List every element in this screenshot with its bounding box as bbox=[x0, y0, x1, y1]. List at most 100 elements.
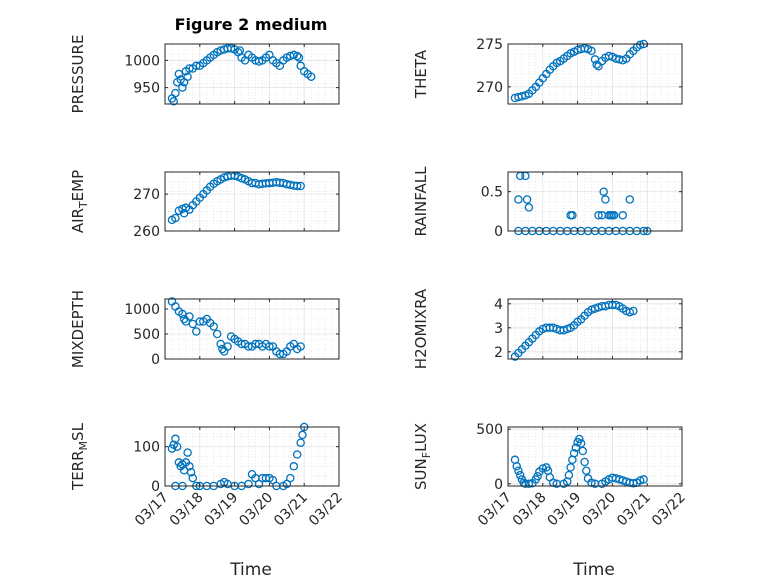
y-tick-label: 2 bbox=[494, 345, 503, 361]
data-point bbox=[286, 473, 295, 483]
data-point bbox=[292, 51, 302, 61]
subplot-air: 260 270 AIRTEMP bbox=[69, 170, 340, 240]
x-tick-label: 03/22 bbox=[649, 490, 689, 530]
data-point bbox=[625, 195, 635, 204]
data-point bbox=[524, 479, 534, 489]
y-axis-label: THETA bbox=[412, 49, 430, 99]
data-point bbox=[171, 88, 180, 98]
data-point bbox=[185, 462, 194, 471]
y-tick-label: 1000 bbox=[124, 53, 160, 69]
data-point bbox=[576, 439, 586, 448]
data-point bbox=[209, 322, 218, 331]
data-point bbox=[244, 479, 253, 489]
data-point bbox=[183, 72, 192, 81]
data-point bbox=[575, 434, 584, 444]
data-point bbox=[172, 442, 182, 451]
data-point bbox=[265, 342, 274, 351]
data-point bbox=[235, 46, 245, 55]
data-point bbox=[296, 181, 305, 191]
data-point bbox=[223, 342, 232, 351]
y-tick-label: 100 bbox=[133, 440, 160, 456]
subplot-pressure: 950 1000 PRESSURE bbox=[69, 35, 340, 113]
data-point bbox=[289, 462, 299, 471]
y-tick-label: 270 bbox=[133, 187, 160, 203]
y-tick-label: 0 bbox=[494, 477, 503, 493]
x-axis-label-left: Time bbox=[229, 560, 272, 580]
y-tick-label: 1000 bbox=[124, 302, 160, 318]
data-point bbox=[522, 195, 532, 204]
x-tick-label: 03/21 bbox=[614, 490, 654, 530]
data-point bbox=[601, 195, 610, 204]
data-point bbox=[512, 462, 521, 471]
data-point bbox=[568, 211, 577, 220]
axes-box bbox=[507, 426, 683, 487]
data-point bbox=[515, 470, 525, 480]
data-point bbox=[294, 53, 304, 62]
data-point bbox=[639, 475, 648, 484]
axes-box bbox=[507, 171, 683, 232]
x-axis-label-right: Time bbox=[572, 560, 615, 580]
y-axis-label: RAINFALL bbox=[412, 166, 430, 237]
y-tick-label: 0 bbox=[151, 479, 160, 495]
data-point bbox=[609, 211, 619, 220]
data-point bbox=[171, 434, 180, 444]
data-point bbox=[599, 187, 608, 196]
data-point bbox=[298, 430, 307, 440]
data-point bbox=[514, 466, 523, 475]
data-point bbox=[292, 450, 302, 459]
data-point bbox=[185, 64, 194, 73]
x-tick-label: 03/18 bbox=[167, 490, 207, 530]
y-tick-label: 270 bbox=[476, 80, 503, 96]
axes-box bbox=[164, 43, 340, 105]
x-tick-label: 03/19 bbox=[202, 490, 242, 530]
data-point bbox=[587, 46, 596, 56]
data-point bbox=[296, 438, 305, 447]
data-point bbox=[192, 61, 201, 71]
data-point bbox=[569, 448, 579, 458]
axes-box bbox=[507, 298, 683, 360]
x-tick-label: 03/19 bbox=[545, 490, 585, 530]
x-tick-label: 03/21 bbox=[271, 490, 311, 530]
x-tick-label: 03/20 bbox=[579, 490, 619, 530]
data-point bbox=[169, 97, 178, 106]
axes-box bbox=[164, 298, 340, 360]
data-point bbox=[192, 327, 201, 336]
data-point bbox=[292, 181, 302, 191]
data-point bbox=[167, 444, 177, 453]
data-point bbox=[179, 314, 189, 324]
data-point bbox=[296, 342, 305, 351]
data-point bbox=[538, 464, 548, 473]
y-axis-label: AIRTEMP bbox=[69, 170, 90, 233]
y-tick-label: 3 bbox=[494, 321, 503, 337]
data-point bbox=[514, 195, 523, 204]
data-point bbox=[186, 467, 196, 477]
data-point bbox=[306, 72, 316, 81]
data-point bbox=[524, 203, 534, 212]
data-point bbox=[635, 40, 645, 50]
data-point bbox=[604, 51, 614, 61]
y-axis-label: TERRMSL bbox=[69, 422, 90, 491]
data-point bbox=[185, 312, 194, 321]
subplot-mixdepth: 0 500 1000 MIXDEPTH bbox=[69, 290, 340, 368]
x-tick-label: 03/17 bbox=[475, 490, 515, 530]
y-axis-label: H2OMIXRA bbox=[412, 288, 430, 369]
y-tick-label: 260 bbox=[133, 224, 160, 240]
data-point bbox=[521, 171, 530, 181]
y-axis-label: SUNFLUX bbox=[412, 423, 433, 490]
y-tick-label: 4 bbox=[494, 297, 503, 313]
data-point bbox=[618, 211, 628, 220]
axes-box bbox=[507, 43, 683, 105]
y-tick-label: 500 bbox=[476, 422, 503, 438]
data-point bbox=[578, 446, 588, 456]
data-point bbox=[533, 471, 542, 481]
data-point bbox=[178, 83, 187, 92]
data-point bbox=[580, 457, 589, 467]
x-tick-label: 03/22 bbox=[306, 490, 346, 530]
y-tick-label: 500 bbox=[133, 327, 160, 343]
data-point bbox=[174, 69, 184, 79]
